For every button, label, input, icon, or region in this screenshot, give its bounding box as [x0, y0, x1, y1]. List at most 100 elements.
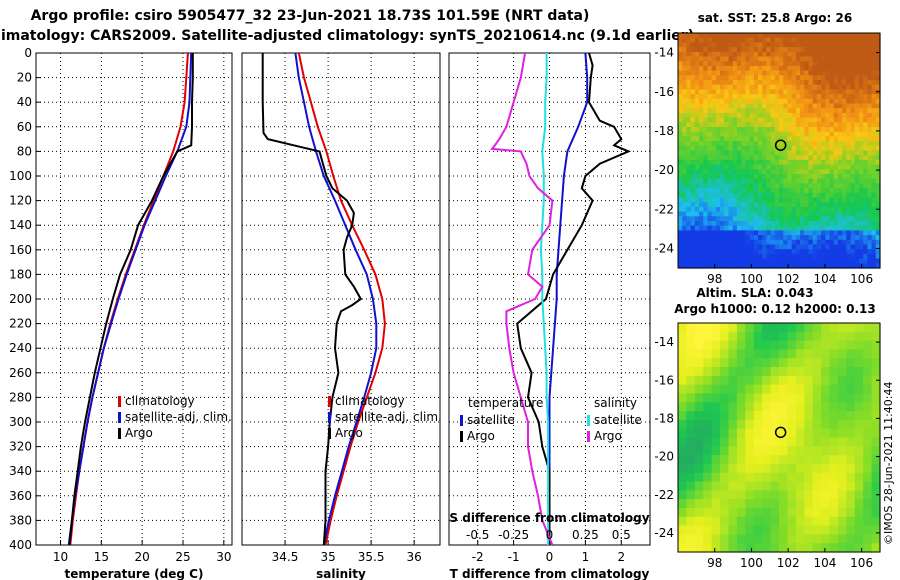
legend-swatch	[118, 396, 121, 407]
legend-swatch	[328, 428, 331, 439]
legend-label: Argo	[335, 426, 363, 440]
y-tick-label: 40	[17, 95, 32, 109]
legend-label: Argo	[594, 429, 622, 443]
title-line1: Argo profile: csiro 5905477_32 23-Jun-20…	[31, 8, 590, 24]
map-y-tick-label: -22	[654, 202, 674, 216]
map-y-tick-label: -22	[654, 488, 674, 502]
y-tick-label: 80	[17, 144, 32, 158]
map-y-tick-label: -24	[654, 241, 674, 255]
map-y-tick-label: -14	[654, 46, 674, 60]
legend-header-salinity: salinity	[594, 396, 637, 410]
y-tick-label: 160	[9, 243, 32, 257]
x-axis-label: T difference from climatology	[450, 567, 650, 580]
x-tick-label: 35	[320, 550, 335, 564]
x-tick-label: 15	[94, 550, 109, 564]
credit-text: ©IMOS 28-Jun-2021 11:40:44	[882, 381, 895, 545]
x2-tick-label: -0.5	[466, 528, 489, 542]
y-tick-label: 100	[9, 169, 32, 183]
series-line-satellite-adj-clim-	[294, 52, 378, 546]
sla-map-title: Argo h1000: 0.12 h2000: 0.13	[674, 302, 875, 316]
map-x-tick-label: 104	[813, 556, 836, 570]
map-y-tick-label: -18	[654, 411, 674, 425]
map-y-tick-label: -16	[654, 373, 674, 387]
panel-frame	[35, 52, 233, 546]
map-field	[678, 323, 881, 553]
y-tick-label: 200	[9, 292, 32, 306]
x2-axis-label: S difference from climatology	[449, 511, 649, 525]
map-y-tick-label: -20	[654, 450, 674, 464]
map-x-tick-label: 98	[707, 556, 722, 570]
argo-position-marker	[774, 139, 787, 151]
panel-salinity: 34.5 35 35.5 36 salinity climatology satellite…	[241, 52, 442, 580]
y-tick-label: 180	[9, 267, 32, 281]
legend-header-temperature: temperature	[468, 396, 543, 410]
legend-label: climatology	[125, 394, 195, 408]
legend-label: satellite	[594, 413, 642, 427]
x2-tick-label: -0.25	[498, 528, 529, 542]
map-x-tick-label: 100	[740, 556, 763, 570]
sst-map-title: sat. SST: 25.8 Argo: 26	[698, 11, 852, 25]
map-y-tick-label: -14	[654, 335, 674, 349]
map-field	[678, 33, 881, 269]
map-y-tick-label: -20	[654, 163, 674, 177]
y-tick-label: 60	[17, 120, 32, 134]
y-tick-label: 340	[9, 464, 32, 478]
map-y-tick-label: -16	[654, 85, 674, 99]
x2-tick-label: 0	[546, 528, 554, 542]
argo-position-marker	[774, 426, 787, 439]
map-x-tick-label: 104	[813, 272, 836, 286]
x-tick-label: -2	[472, 550, 484, 564]
legend-swatch	[328, 396, 331, 407]
map-x-tick-label: 102	[777, 556, 800, 570]
x-axis-label: temperature (deg C)	[65, 567, 204, 580]
map-sst_map: 98 100 102 104 106 -14 -16 -18 -20 -22 -24	[654, 32, 881, 286]
map-y-tick-label: -18	[654, 124, 674, 138]
map-x-tick-label: 98	[707, 272, 722, 286]
legend-swatch	[118, 428, 121, 439]
map-y-tick-label: -24	[654, 526, 674, 540]
series-line-t-argo	[516, 52, 632, 545]
legend-swatch	[328, 412, 331, 423]
legend-label: satellite	[467, 413, 515, 427]
series-line-s-argo	[490, 52, 554, 546]
map-sla_map: 98 100 102 104 106 -14 -16 -18 -20 -22 -24	[654, 322, 881, 570]
y-tick-label: 280	[9, 390, 32, 404]
x-tick-label: 0	[546, 550, 554, 564]
x2-tick-label: 0.5	[612, 528, 631, 542]
x-tick-label: 20	[135, 550, 150, 564]
y-tick-label: 400	[9, 538, 32, 552]
x-tick-label: 36	[407, 550, 422, 564]
map-x-tick-label: 102	[777, 272, 800, 286]
x-tick-label: 1	[582, 550, 590, 564]
x-tick-label: 2	[617, 550, 625, 564]
x-tick-label: 25	[175, 550, 190, 564]
legend-swatch	[118, 412, 121, 423]
legend-swatch	[587, 431, 590, 442]
y-tick-label: 260	[9, 366, 32, 380]
series-line-satellite-adj-clim-	[67, 52, 193, 546]
title-line2: Climatology: CARS2009. Satellite-adjuste…	[0, 28, 694, 44]
y-tick-label: 320	[9, 440, 32, 454]
y-tick-label: 120	[9, 194, 32, 208]
difference-legend: temperature salinity satellite Argo satellit…	[460, 396, 642, 443]
x2-tick-label: 0.25	[572, 528, 599, 542]
x-tick-label: 34.5	[272, 550, 299, 564]
y-tick-label: 220	[9, 317, 32, 331]
series-line-climatology	[297, 52, 386, 546]
y-tick-label: 360	[9, 489, 32, 503]
panel-temperature: 10 15 20 25 30020406080100120140160180200220…	[9, 46, 233, 580]
legend-swatch	[460, 431, 463, 442]
legend-swatch	[587, 415, 590, 426]
y-tick-label: 300	[9, 415, 32, 429]
legend-label: satellite-adj. clim.	[125, 410, 232, 424]
legend-label: Argo	[125, 426, 153, 440]
legend-label: satellite-adj. clim.	[335, 410, 442, 424]
legend-label: Argo	[467, 429, 495, 443]
panel-difference: -2 -1 0 1 2 T difference from climatology S di…	[448, 52, 651, 580]
series-line-s-satellite	[539, 53, 550, 545]
y-tick-label: 380	[9, 513, 32, 527]
x-tick-label: 35.5	[358, 550, 385, 564]
legend-swatch	[460, 415, 463, 426]
x-tick-label: 30	[216, 550, 231, 564]
sla-annotation: Altim. SLA: 0.043	[696, 286, 813, 300]
